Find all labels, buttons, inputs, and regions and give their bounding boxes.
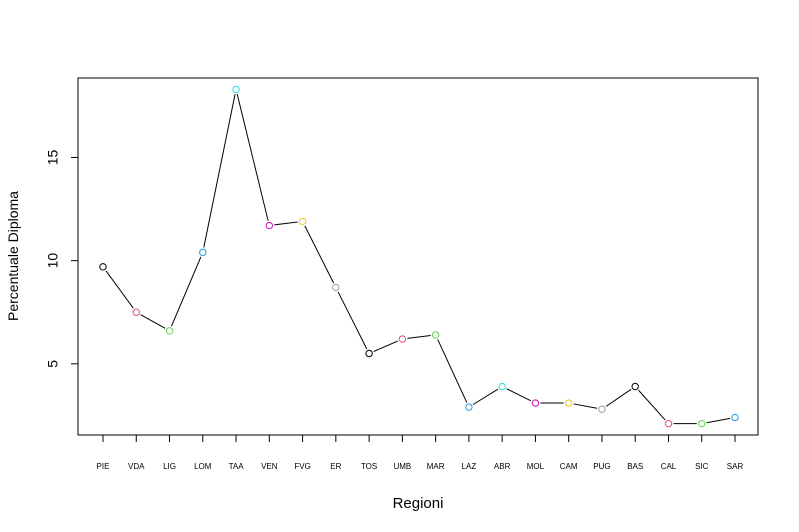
x-tick-label: PUG — [593, 462, 610, 471]
data-point — [664, 419, 673, 428]
x-tick-label: BAS — [627, 462, 643, 471]
x-tick-label: MOL — [527, 462, 545, 471]
x-tick-label: LAZ — [462, 462, 477, 471]
y-tick-label: 5 — [45, 360, 61, 368]
data-point — [598, 405, 606, 413]
x-tick-label: FVG — [294, 462, 310, 471]
line-segment — [171, 256, 202, 327]
x-tick-label: MAR — [427, 462, 445, 471]
data-point — [365, 349, 373, 358]
x-axis: PIE VDA LIG LOM TAA VEN FVG ER TOS UMB MAR LAZ ABR MO… — [97, 435, 744, 471]
x-tick-label: VEN — [261, 462, 278, 471]
data-point — [631, 382, 639, 391]
data-point — [398, 335, 407, 343]
line-segment — [236, 94, 269, 221]
data-point — [431, 331, 440, 339]
line-segment — [105, 270, 134, 309]
data-points — [99, 85, 739, 428]
x-tick-label: CAM — [560, 462, 578, 471]
data-point — [332, 283, 340, 292]
y-axis-label: Percentuale Diploma — [5, 191, 21, 321]
y-tick-label: 10 — [45, 253, 61, 269]
line-segment — [706, 417, 731, 424]
data-point — [265, 221, 274, 230]
line-segment — [203, 94, 236, 248]
data-point — [232, 85, 240, 94]
data-point — [298, 217, 307, 226]
x-axis-label: Regioni — [393, 495, 444, 512]
data-point — [165, 327, 174, 335]
line-segment — [437, 339, 468, 403]
line-segment — [506, 388, 532, 402]
x-tick-label: VDA — [128, 462, 145, 471]
x-tick-label: ER — [330, 462, 341, 471]
line-segment — [472, 388, 499, 405]
line-segment — [373, 340, 398, 352]
line-segment — [407, 335, 431, 339]
x-tick-label: LOM — [194, 462, 212, 471]
x-tick-label: SAR — [727, 462, 744, 471]
data-point — [731, 413, 739, 422]
x-tick-label: TAA — [229, 462, 245, 471]
x-tick-label: SIC — [695, 462, 709, 471]
x-tick-label: CAL — [661, 462, 677, 471]
data-point — [132, 308, 140, 316]
x-tick-label: UMB — [393, 462, 411, 471]
line-segment — [605, 388, 632, 407]
x-tick-label: PIE — [97, 462, 110, 471]
data-point — [465, 403, 473, 411]
data-point — [199, 248, 207, 257]
data-point — [99, 263, 107, 271]
y-axis: 5 10 15 — [45, 149, 78, 368]
data-point — [498, 382, 506, 391]
y-tick-label: 15 — [45, 149, 61, 165]
line-segment — [274, 221, 298, 226]
line-segment — [337, 291, 368, 350]
plot-box — [77, 77, 759, 436]
line-segment — [638, 389, 666, 421]
x-tick-label: TOS — [361, 462, 377, 471]
data-point — [564, 399, 573, 407]
data-point — [698, 419, 706, 428]
line-segment — [140, 314, 166, 329]
x-tick-label: LIG — [163, 462, 176, 471]
series-line — [105, 94, 731, 425]
data-point — [531, 399, 540, 407]
x-tick-label: ABR — [494, 462, 511, 471]
line-segment — [304, 225, 335, 284]
line-segment — [573, 403, 598, 409]
